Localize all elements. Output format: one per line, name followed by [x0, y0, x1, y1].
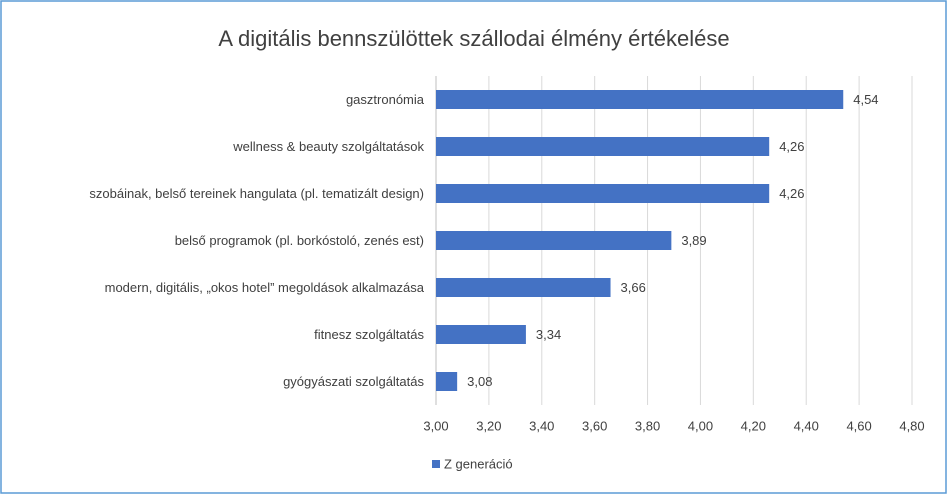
- data-label: 4,26: [779, 139, 804, 154]
- y-tick-label: gasztronómia: [346, 92, 425, 107]
- data-label: 3,89: [681, 233, 706, 248]
- y-tick-label: wellness & beauty szolgáltatások: [232, 139, 424, 154]
- data-label: 4,54: [853, 92, 878, 107]
- x-tick-label: 3,80: [635, 418, 660, 433]
- x-tick-label: 4,40: [794, 418, 819, 433]
- x-tick-label: 3,20: [476, 418, 501, 433]
- chart-title: A digitális bennszülöttek szállodai élmé…: [218, 26, 729, 51]
- bar: [436, 231, 672, 250]
- y-tick-label: gyógyászati szolgáltatás: [283, 374, 424, 389]
- x-tick-label: 4,20: [741, 418, 766, 433]
- bar: [436, 90, 844, 109]
- x-tick-label: 4,80: [899, 418, 924, 433]
- x-tick-label: 3,40: [529, 418, 554, 433]
- bar: [436, 325, 526, 344]
- bar: [436, 372, 458, 391]
- y-tick-label: modern, digitális, „okos hotel” megoldás…: [105, 280, 425, 295]
- x-tick-label: 4,60: [846, 418, 871, 433]
- data-label: 3,34: [536, 327, 561, 342]
- data-label: 4,26: [779, 186, 804, 201]
- y-tick-label: belső programok (pl. borkóstoló, zenés e…: [175, 233, 424, 248]
- x-tick-label: 3,60: [582, 418, 607, 433]
- y-tick-label: fitnesz szolgáltatás: [314, 327, 424, 342]
- data-label: 3,66: [621, 280, 646, 295]
- y-tick-label: szobáinak, belső tereinek hangulata (pl.…: [89, 186, 424, 201]
- legend-label: Z generáció: [444, 456, 513, 471]
- x-tick-label: 4,00: [688, 418, 713, 433]
- data-label: 3,08: [467, 374, 492, 389]
- bar: [436, 184, 770, 203]
- bar: [436, 137, 770, 156]
- legend-swatch: [432, 460, 440, 468]
- bar: [436, 278, 611, 297]
- x-tick-label: 3,00: [423, 418, 448, 433]
